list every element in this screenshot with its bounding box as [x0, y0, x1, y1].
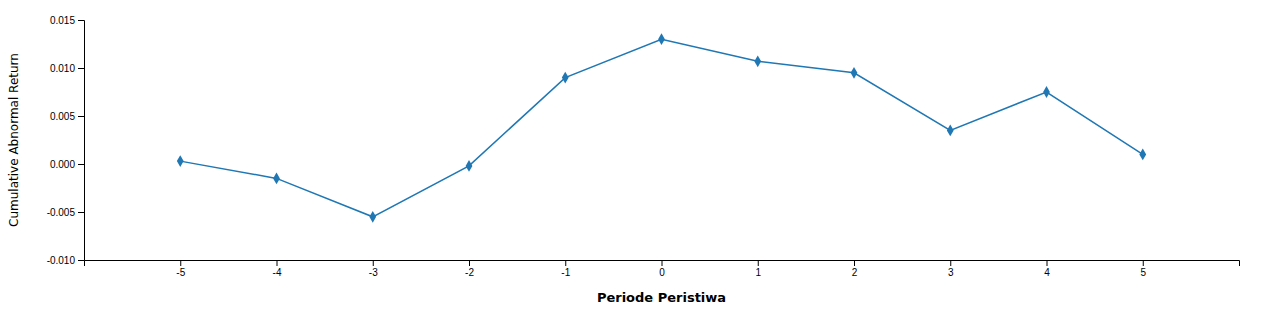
tick-label: 5 — [1140, 267, 1146, 278]
axis-line — [85, 261, 1240, 267]
tick-mark — [78, 116, 84, 117]
tick-mark — [78, 68, 84, 69]
tick-mark — [277, 260, 278, 266]
marks — [177, 33, 1146, 222]
marker — [851, 67, 858, 79]
tick: 2 — [852, 260, 858, 278]
x-axis-title: Periode Peristiwa — [597, 290, 726, 305]
tick-label: 0.015 — [50, 15, 75, 26]
tick-label: 1 — [755, 267, 761, 278]
marker — [562, 72, 569, 84]
tick: 4 — [1044, 260, 1050, 278]
marker — [369, 211, 376, 223]
tick: 0 — [659, 260, 665, 278]
tick-label: 0.005 — [50, 111, 75, 122]
tick-label: -4 — [273, 267, 282, 278]
tick-label: -3 — [369, 267, 378, 278]
tick: 0.010 — [50, 63, 84, 74]
tick-mark — [950, 260, 951, 266]
tick-label: 0.000 — [50, 159, 75, 170]
tick: -0.010 — [47, 255, 84, 266]
marker — [754, 55, 761, 67]
tick: 3 — [948, 260, 954, 278]
tick-label: -2 — [465, 267, 474, 278]
line — [180, 39, 1143, 217]
tick-label: 3 — [948, 267, 954, 278]
tick-mark — [78, 164, 84, 165]
tick: -0.005 — [47, 207, 84, 218]
tick: 5 — [1140, 260, 1146, 278]
marker — [1139, 149, 1146, 161]
tick: 0.000 — [50, 159, 84, 170]
tick-mark — [565, 260, 566, 266]
tick-mark — [78, 212, 84, 213]
tick: 0.015 — [50, 15, 84, 26]
y-axis-title: Cumulative Abnormal Return — [7, 53, 21, 227]
marker — [947, 125, 954, 137]
tick-mark — [78, 20, 84, 21]
x-axis: -5 -4 -3 -2 -1 0 1 2 3 4 5 — [85, 260, 1240, 278]
axis-line — [78, 21, 85, 261]
tick-mark — [1047, 260, 1048, 266]
marker — [177, 155, 184, 167]
chart: -5 -4 -3 -2 -1 0 1 2 3 4 5 -0.010 -0.005 0.000 0.005 0.… — [0, 0, 1269, 312]
marker — [658, 33, 665, 45]
marker — [1043, 86, 1050, 98]
marker — [273, 173, 280, 185]
tick: -1 — [561, 260, 570, 278]
tick-mark — [662, 260, 663, 266]
tick-label: 4 — [1044, 267, 1050, 278]
tick-mark — [78, 260, 84, 261]
tick: 1 — [755, 260, 761, 278]
tick-label: 2 — [852, 267, 858, 278]
tick: -2 — [465, 260, 474, 278]
tick: -4 — [273, 260, 282, 278]
tick: -3 — [369, 260, 378, 278]
marker — [466, 160, 473, 172]
y-axis: -0.010 -0.005 0.000 0.005 0.010 0.015 — [47, 15, 85, 266]
tick-mark — [854, 260, 855, 266]
tick: 0.005 — [50, 111, 84, 122]
tick-mark — [1143, 260, 1144, 266]
tick: -5 — [176, 260, 185, 278]
tick-mark — [373, 260, 374, 266]
plot: -5 -4 -3 -2 -1 0 1 2 3 4 5 -0.010 -0.005 0.000 0.005 0.… — [47, 15, 1240, 278]
tick-mark — [469, 260, 470, 266]
tick-mark — [758, 260, 759, 266]
tick-label: -0.010 — [47, 255, 76, 266]
tick-label: -0.005 — [47, 207, 76, 218]
tick-mark — [180, 260, 181, 266]
tick-label: 0 — [659, 267, 665, 278]
tick-label: -1 — [561, 267, 570, 278]
tick-label: -5 — [176, 267, 185, 278]
tick-label: 0.010 — [50, 63, 75, 74]
